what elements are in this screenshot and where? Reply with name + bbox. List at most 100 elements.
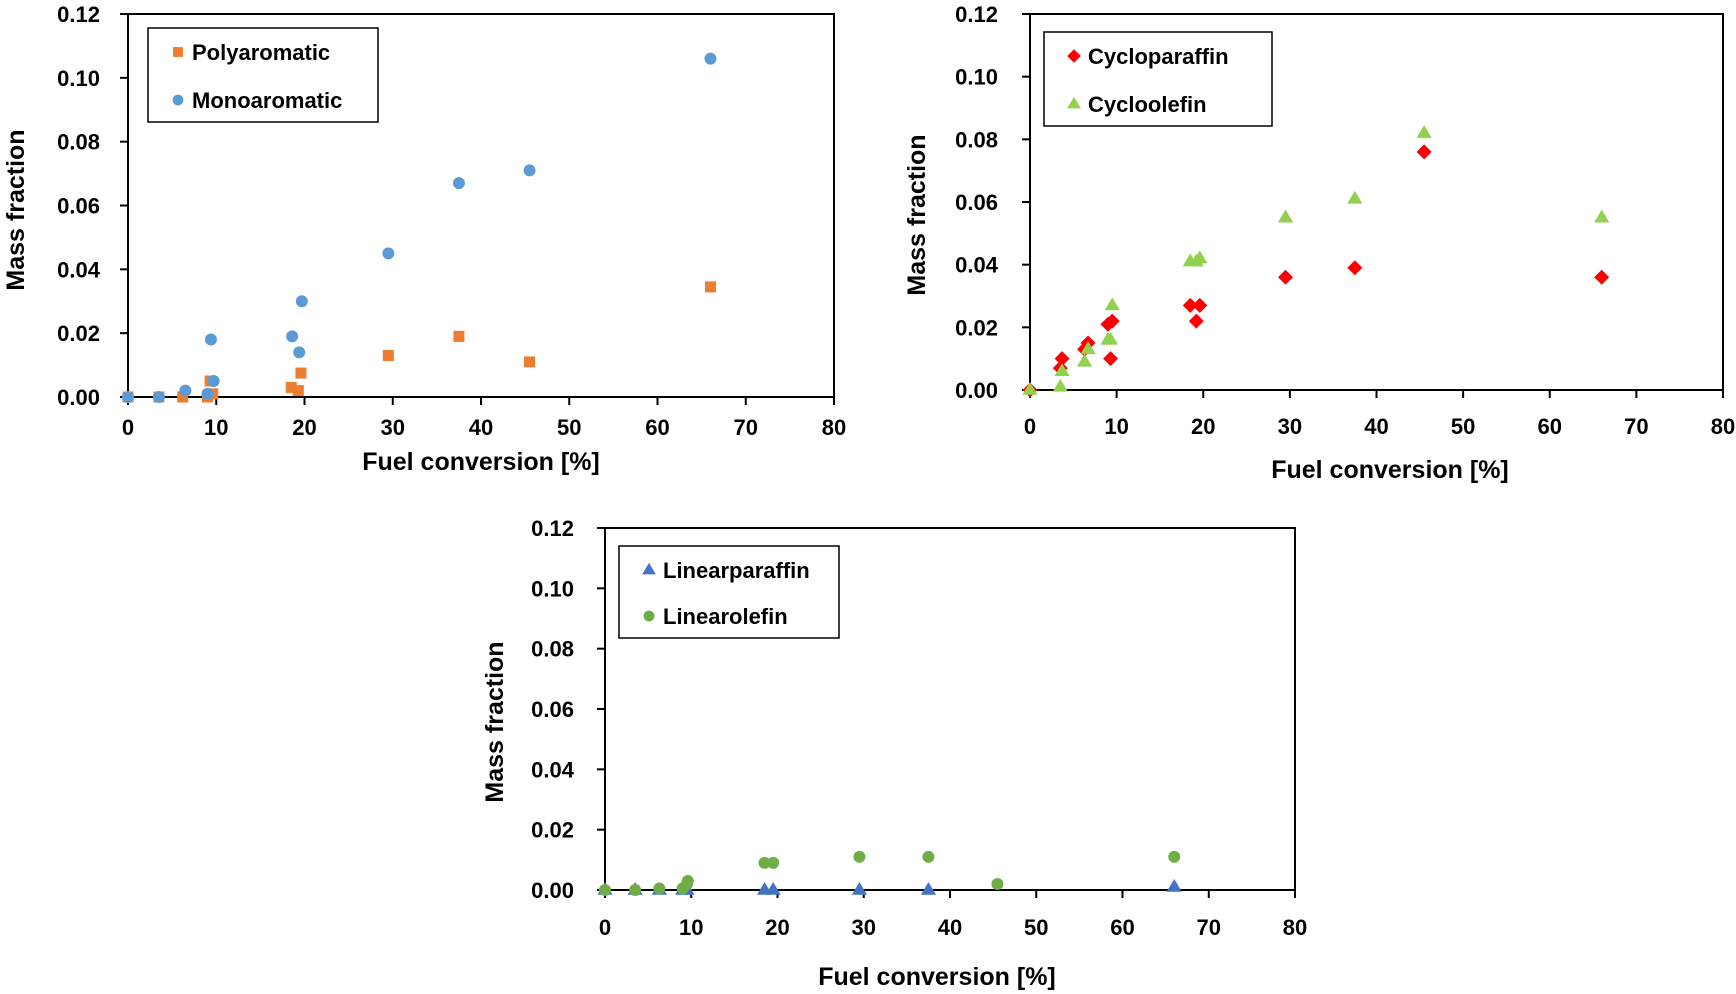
data-point-linearolefin [991,877,1004,890]
data-point-cycloolefin [1076,353,1093,367]
data-point-linearparaffin [851,882,868,895]
legend-box [1043,31,1273,127]
x-tick-label: 20 [765,915,789,940]
y-tick-label: 0.08 [955,127,998,152]
data-point-polyaromatic [524,356,536,368]
data-point-cycloolefin [1102,331,1119,345]
y-tick-label: 0.12 [57,2,100,27]
data-point-linearolefin [629,884,642,896]
x-tick-label: 50 [557,415,581,440]
legend-box [618,545,840,639]
data-point-cycloolefin [1277,209,1294,223]
x-tick-label: 80 [822,415,846,440]
y-tick-label: 0.06 [57,194,100,219]
x-tick-label: 40 [469,415,493,440]
data-point-linearolefin [1168,850,1181,863]
data-point-monoaromatic [201,387,214,400]
data-point-cycloparaffin [1188,313,1204,329]
data-point-cycloparaffin [1278,269,1294,285]
data-point-cycloolefin [1594,209,1610,223]
x-tick-label: 50 [1451,414,1475,439]
series-monoaromatic [122,52,717,403]
data-point-linearolefin [599,884,611,896]
chart-panel-3: 0 10 20 30 40 50 60 70 80 0.00 0.02 0.04 0.06 0.08 0.1… [481,516,1307,991]
y-tick-label: 0.02 [57,321,100,346]
x-tick-label: 70 [734,415,758,440]
x-tick-label: 0 [1024,414,1036,439]
x-tick-label: 80 [1711,414,1735,439]
legend-marker-monoaromatic [172,94,184,106]
data-point-cycloolefin [1054,363,1070,376]
legend-label-monoaromatic: Monoaromatic [192,88,342,113]
legend-label-cycloolefin: Cycloolefin [1088,92,1207,117]
data-point-cycloolefin [1022,382,1038,395]
y-tick-label: 0.04 [531,757,575,782]
legend-marker-cycloolefin [1067,96,1081,109]
data-point-polyaromatic [285,381,297,393]
series-cycloolefin [1022,125,1610,395]
data-point-cycloparaffin [1054,351,1070,367]
legend-marker-linearparaffin [642,562,656,575]
data-point-monoaromatic [122,391,134,403]
data-point-cycloolefin [1104,297,1120,311]
legend: Linearparaffin Linearolefin [618,545,840,639]
data-point-linearolefin [758,856,771,869]
y-axis-title: Mass fraction [903,134,931,295]
data-point-cycloparaffin [1182,297,1198,313]
x-tick-label: 10 [1104,414,1128,439]
y-axis-title: Mass fraction [481,641,509,802]
x-tick-label: 30 [1278,414,1302,439]
data-point-linearparaffin [920,882,937,895]
data-point-cycloparaffin [1416,144,1432,160]
y-tick-label: 0.08 [531,637,574,662]
x-tick-label: 20 [1191,414,1215,439]
y-tick-label: 0.12 [531,516,574,541]
legend-marker-polyaromatic [173,47,183,57]
data-point-linearparaffin [765,882,781,895]
x-tick-label: 30 [381,415,405,440]
data-point-polyaromatic [453,330,465,342]
data-point-monoaromatic [286,330,299,343]
x-tick-label: 10 [679,915,703,940]
y-tick-label: 0.02 [531,818,574,843]
chart-panel-2: 0 10 20 30 40 50 60 70 80 0.00 0.02 0.04 0.06 0.08 0.1… [903,2,1735,484]
data-point-linearparaffin [1166,878,1182,892]
x-tick-label: 20 [292,415,316,440]
data-point-polyaromatic [177,391,189,403]
data-point-linearolefin [767,856,780,869]
y-tick-label: 0.10 [955,65,998,90]
data-point-cycloolefin [1416,125,1432,138]
data-point-cycloolefin [1080,341,1096,355]
x-tick-label: 60 [1538,414,1562,439]
data-point-polyaromatic [382,350,394,362]
legend-label-linearparaffin: Linearparaffin [663,558,810,583]
data-point-cycloparaffin [1347,260,1363,276]
x-tick-label: 80 [1283,915,1307,940]
data-point-linearolefin [681,874,694,887]
data-point-monoaromatic [295,295,308,308]
x-tick-label: 70 [1197,915,1221,940]
x-tick-label: 0 [122,415,134,440]
y-tick-label: 0.12 [955,2,998,27]
legend: Polyaromatic Monoaromatic [147,27,379,123]
y-tick-label: 0.02 [955,315,998,340]
y-tick-label: 0.04 [955,253,999,278]
legend-marker-linearolefin [643,610,655,622]
data-point-monoaromatic [704,52,717,65]
legend-label-linearolefin: Linearolefin [663,604,788,629]
data-point-polyaromatic [295,367,307,379]
x-tick-label: 40 [1364,414,1388,439]
data-point-cycloparaffin [1103,351,1119,367]
x-axis-title: Fuel conversion [%] [362,448,600,476]
x-tick-label: 50 [1024,915,1048,940]
y-tick-label: 0.10 [57,66,100,91]
y-tick-label: 0.00 [955,378,998,403]
x-tick-label: 0 [599,915,611,940]
legend-box [147,27,379,123]
y-tick-label: 0.06 [531,697,574,722]
data-point-cycloolefin [1347,190,1363,204]
data-point-monoaromatic [204,333,217,346]
data-point-polyaromatic [704,281,716,293]
x-axis-title: Fuel conversion [%] [818,963,1056,991]
y-axis-title: Mass fraction [2,129,30,290]
